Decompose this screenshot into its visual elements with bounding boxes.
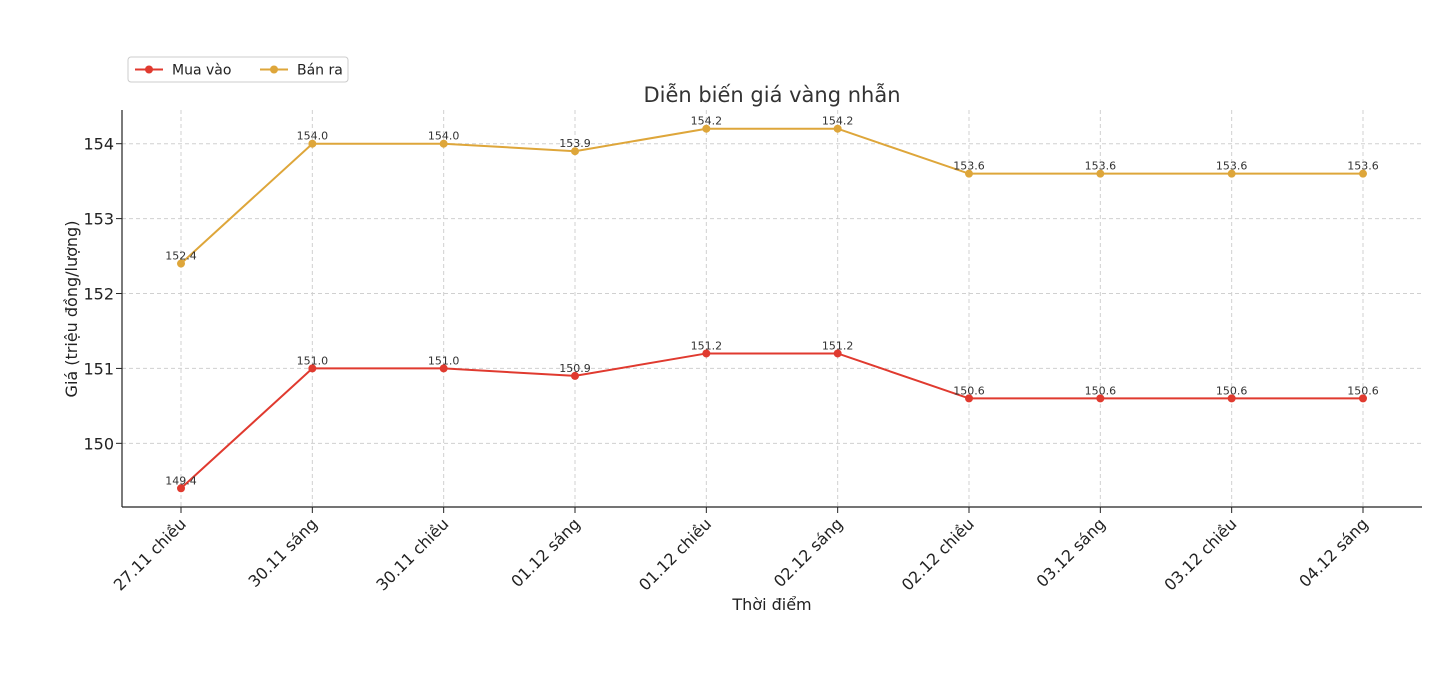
legend-label: Mua vào xyxy=(172,63,231,79)
x-tick-label: 30.11 chiều xyxy=(372,514,452,594)
data-point xyxy=(833,124,842,133)
data-label: 154.0 xyxy=(428,130,460,143)
y-tick-label: 153 xyxy=(83,210,114,229)
data-label: 150.6 xyxy=(1347,384,1379,397)
y-tick-label: 151 xyxy=(83,359,114,378)
ticks: 27.11 chiều 30.11 sáng 30.11 chiều 01.12 sá… xyxy=(83,135,1371,595)
data-label: 154.2 xyxy=(822,115,854,128)
x-tick-label: 27.11 chiều xyxy=(110,514,190,594)
x-tick-label: 30.11 sáng xyxy=(245,514,322,591)
data-point xyxy=(571,147,579,156)
data-label: 150.6 xyxy=(1085,384,1117,397)
data-point xyxy=(702,349,711,358)
legend-label: Bán ra xyxy=(297,63,343,79)
legend-marker xyxy=(145,65,153,74)
data-point xyxy=(1227,169,1236,178)
data-point xyxy=(308,139,317,148)
data-point xyxy=(439,364,448,373)
x-tick-label: 04.12 sáng xyxy=(1295,514,1372,591)
data-label: 153.9 xyxy=(559,137,591,150)
y-tick-label: 152 xyxy=(83,285,114,304)
axes xyxy=(121,110,1422,508)
data-point xyxy=(1359,394,1367,403)
data-label: 152.4 xyxy=(165,250,197,263)
x-tick-label: 01.12 chiều xyxy=(635,514,715,594)
x-axis-title: Thời điểm xyxy=(731,595,811,614)
data-label: 154.2 xyxy=(691,115,723,128)
y-axis-title: Giá (triệu đồng/lượng) xyxy=(62,221,81,398)
x-tick-label: 02.12 sáng xyxy=(770,514,847,591)
data-point xyxy=(965,169,973,178)
data-point xyxy=(965,394,973,403)
legend-box xyxy=(127,56,349,83)
data-point xyxy=(308,364,317,373)
y-tick-label: 154 xyxy=(83,135,114,154)
chart-title: Diễn biến giá vàng nhẫn xyxy=(643,82,900,107)
y-tick-label: 150 xyxy=(83,434,114,453)
data-point xyxy=(1096,394,1105,403)
data-label: 153.6 xyxy=(1085,160,1117,173)
x-tick-label: 03.12 sáng xyxy=(1033,514,1110,591)
data-label: 150.6 xyxy=(953,384,985,397)
data-label: 151.0 xyxy=(297,354,329,367)
data-point xyxy=(1227,394,1236,403)
data-label: 153.6 xyxy=(1347,160,1379,173)
data-label: 150.6 xyxy=(1216,384,1248,397)
series-line-mua-vao xyxy=(180,352,1363,490)
data-label: 151.2 xyxy=(822,339,854,352)
data-label: 149.4 xyxy=(165,474,197,487)
data-point xyxy=(702,124,711,133)
data-label: 151.0 xyxy=(428,354,460,367)
x-tick-label: 01.12 sáng xyxy=(507,514,584,591)
data-point xyxy=(833,349,842,358)
data-point xyxy=(177,259,185,268)
data-point xyxy=(571,371,579,380)
series-line-ban-ra xyxy=(180,127,1363,265)
data-point xyxy=(1096,169,1105,178)
data-label: 153.6 xyxy=(1216,160,1248,173)
legend: Mua vào Bán ra xyxy=(127,56,349,83)
data-label: 151.2 xyxy=(691,339,723,352)
data-point xyxy=(439,139,448,148)
data-label: 154.0 xyxy=(297,130,329,143)
x-tick-label: 02.12 chiều xyxy=(898,514,978,594)
data-labels: 149.4 151.0 151.0 150.9 151.2 151.2 150.6 150.6… xyxy=(165,115,1379,488)
data-label: 150.9 xyxy=(559,362,591,375)
data-label: 153.6 xyxy=(953,160,985,173)
data-point xyxy=(1359,169,1367,178)
data-point xyxy=(177,484,185,493)
series xyxy=(177,124,1367,493)
legend-marker xyxy=(270,65,278,74)
x-tick-label: 03.12 chiều xyxy=(1160,514,1240,594)
